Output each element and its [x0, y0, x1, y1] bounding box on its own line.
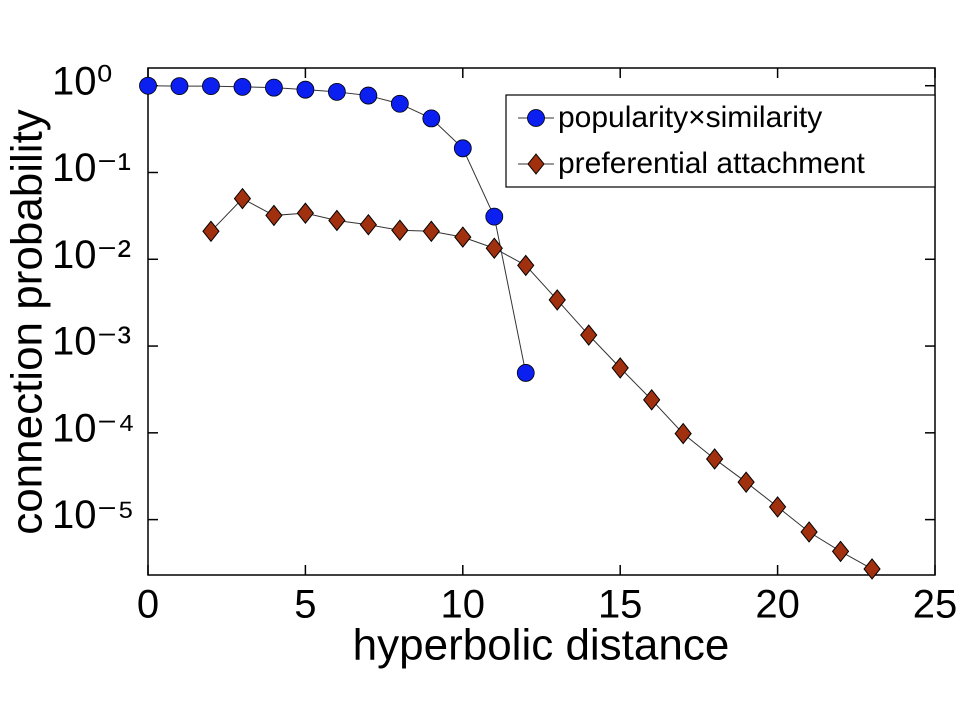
y-tick-label: 10⁻⁵ — [52, 493, 134, 537]
diamond-marker — [643, 389, 661, 411]
diamond-marker — [391, 219, 409, 242]
diamond-marker — [454, 226, 472, 248]
diamond-marker — [328, 209, 346, 232]
x-tick-label: 0 — [137, 583, 159, 627]
diamond-marker — [737, 471, 755, 493]
circle-marker — [390, 94, 409, 113]
y-tick-label: 10⁻³ — [52, 320, 131, 364]
diamond-marker — [674, 422, 692, 445]
circle-marker — [327, 82, 346, 101]
x-tick-label: 20 — [755, 583, 800, 627]
circle-marker — [296, 80, 315, 99]
series-line — [210, 197, 873, 570]
diamond-marker — [233, 187, 252, 210]
circle-marker — [453, 139, 472, 158]
circle-marker — [422, 109, 441, 128]
diamond-marker — [831, 540, 850, 563]
legend-marker — [527, 153, 545, 175]
diamond-marker — [580, 324, 598, 346]
diamond-marker — [359, 213, 378, 236]
legend-label: popularity×similarity — [558, 101, 822, 134]
y-tick-label: 10⁻² — [52, 233, 131, 277]
y-tick-label: 10⁰ — [52, 59, 113, 103]
diamond-marker — [485, 237, 503, 260]
x-axis-label: hyperbolic distance — [353, 621, 730, 670]
diamond-marker — [265, 204, 283, 227]
circle-marker — [202, 77, 220, 95]
y-tick-label: 10⁻⁴ — [52, 406, 135, 450]
diamond-marker — [768, 496, 787, 518]
legend-box — [505, 94, 936, 188]
diamond-marker — [202, 220, 220, 243]
circle-marker — [359, 86, 378, 105]
diamond-marker — [800, 521, 818, 543]
diamond-marker — [611, 357, 629, 379]
diamond-marker — [705, 448, 724, 470]
diamond-marker — [517, 254, 535, 277]
diamond-marker — [863, 558, 881, 580]
x-tick-label: 5 — [294, 583, 316, 627]
plot-frame — [147, 67, 936, 576]
circle-marker — [170, 77, 189, 95]
circle-marker — [485, 207, 504, 226]
diamond-marker — [548, 289, 566, 311]
legend-label: preferential attachment — [558, 147, 866, 180]
circle-marker — [139, 76, 157, 95]
x-tick-label: 25 — [913, 583, 958, 627]
diamond-marker — [296, 202, 315, 224]
x-tick-label: 15 — [598, 583, 643, 627]
circle-marker — [265, 78, 283, 97]
legend-marker — [527, 109, 545, 127]
y-axis-label: connection probability — [3, 109, 52, 535]
x-tick-label: 10 — [441, 583, 486, 627]
circle-marker — [516, 364, 535, 382]
y-tick-label: 10⁻¹ — [52, 146, 131, 190]
diamond-marker — [422, 220, 440, 243]
circle-marker — [233, 77, 252, 96]
